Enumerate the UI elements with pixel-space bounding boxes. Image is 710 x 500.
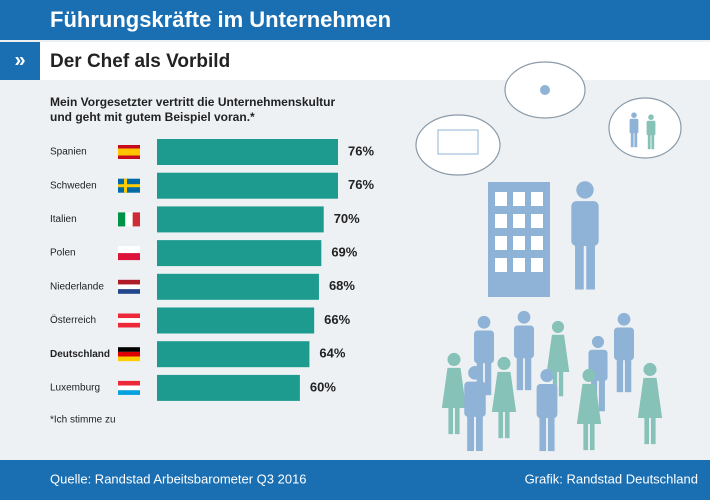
flag xyxy=(118,347,140,352)
cloud xyxy=(608,97,682,159)
marker: » xyxy=(14,49,25,71)
value-label: 69% xyxy=(331,245,357,260)
category-label: Italien xyxy=(50,214,77,225)
flag xyxy=(118,322,140,328)
bar xyxy=(157,374,300,401)
footnote: *Ich stimme zu xyxy=(50,415,116,426)
flag xyxy=(118,318,140,323)
flag xyxy=(118,385,140,391)
flag xyxy=(125,212,133,227)
flag xyxy=(118,246,140,254)
icon xyxy=(540,85,550,95)
illustration xyxy=(415,61,682,452)
flag xyxy=(118,356,140,362)
bar xyxy=(157,240,322,267)
value-label: 70% xyxy=(334,211,360,226)
category-label: Österreich xyxy=(50,314,96,326)
flag xyxy=(118,279,140,285)
windows xyxy=(495,192,543,272)
chart-title: Führungskräfte im Unternehmen xyxy=(50,7,391,32)
bar xyxy=(157,341,310,368)
source: Quelle: Randstad Arbeitsbarometer Q3 201… xyxy=(50,471,307,486)
flag xyxy=(118,380,140,386)
question-line: Mein Vorgesetzter vertritt die Unternehm… xyxy=(50,95,336,109)
bar xyxy=(157,206,324,233)
flag xyxy=(118,253,140,261)
value-label: 76% xyxy=(348,143,374,158)
flag xyxy=(132,212,140,227)
category-label: Niederlande xyxy=(50,281,104,292)
category-label: Polen xyxy=(50,248,76,259)
subtitle-bar xyxy=(40,42,710,80)
bar xyxy=(157,307,315,334)
flag xyxy=(118,289,140,294)
category-label: Spanien xyxy=(50,147,87,158)
marker-box xyxy=(0,42,40,80)
bar xyxy=(157,172,338,199)
flag xyxy=(118,351,140,357)
header-bar xyxy=(0,0,710,40)
bar xyxy=(157,273,319,300)
flag xyxy=(118,313,140,319)
flag xyxy=(118,148,140,152)
flag xyxy=(118,390,140,395)
value-label: 66% xyxy=(324,312,350,327)
value-label: 60% xyxy=(310,379,336,394)
credit: Grafik: Randstad Deutschland xyxy=(525,471,698,486)
category-label: Luxemburg xyxy=(50,383,100,394)
value-label: 76% xyxy=(348,177,374,192)
subtitle: Der Chef als Vorbild xyxy=(50,51,230,72)
flag xyxy=(118,152,140,156)
flag xyxy=(118,184,140,188)
footer-bar xyxy=(0,460,710,500)
category-label: Deutschland xyxy=(50,349,110,360)
question-line: und geht mit gutem Beispiel voran.* xyxy=(50,110,255,124)
flag xyxy=(118,284,140,290)
flag xyxy=(118,155,140,159)
value-label: 64% xyxy=(319,346,345,361)
flag xyxy=(118,212,126,227)
value-label: 68% xyxy=(329,278,355,293)
board xyxy=(437,129,479,155)
bar xyxy=(157,139,338,165)
category-label: Schweden xyxy=(50,180,97,191)
flag xyxy=(118,145,140,149)
